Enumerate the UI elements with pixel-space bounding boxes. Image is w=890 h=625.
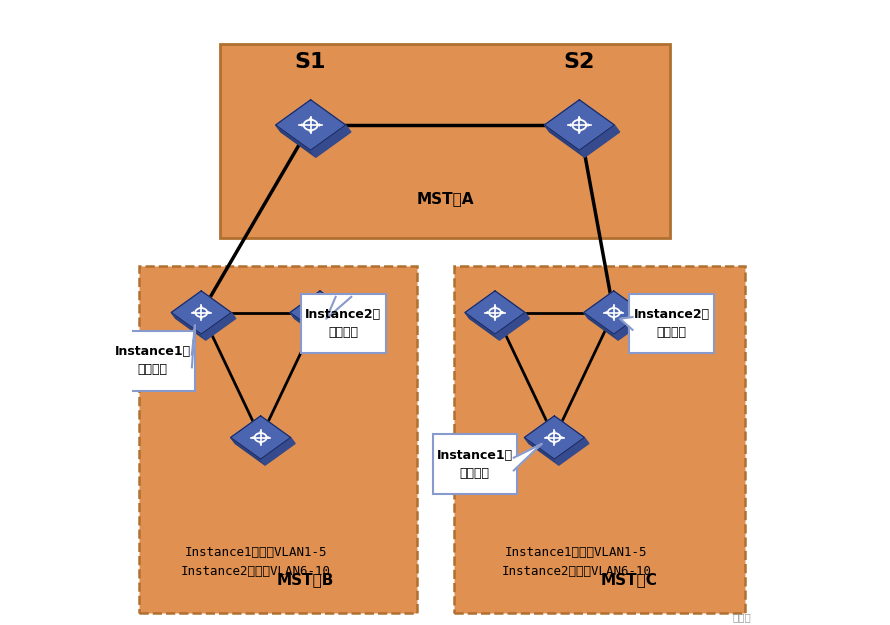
- Text: Instance2的
根交换机: Instance2的 根交换机: [305, 308, 382, 339]
- Polygon shape: [319, 123, 322, 127]
- Text: S2: S2: [563, 52, 595, 72]
- FancyBboxPatch shape: [433, 434, 517, 494]
- Polygon shape: [502, 311, 505, 314]
- Polygon shape: [299, 123, 303, 127]
- Polygon shape: [192, 325, 195, 368]
- FancyBboxPatch shape: [110, 331, 195, 391]
- Polygon shape: [171, 312, 206, 340]
- Polygon shape: [545, 436, 547, 439]
- Text: Instance1：包含VLAN1-5
Instance2：包含VLAN6-10: Instance1：包含VLAN1-5 Instance2：包含VLAN6-10: [501, 546, 651, 578]
- Polygon shape: [620, 311, 623, 314]
- Polygon shape: [327, 311, 329, 314]
- FancyBboxPatch shape: [629, 294, 714, 353]
- Polygon shape: [554, 438, 589, 465]
- Polygon shape: [465, 291, 525, 334]
- Polygon shape: [191, 311, 194, 314]
- Polygon shape: [276, 100, 345, 150]
- Polygon shape: [579, 125, 619, 158]
- Polygon shape: [578, 116, 581, 119]
- Polygon shape: [259, 442, 263, 445]
- Polygon shape: [231, 438, 265, 465]
- Polygon shape: [319, 318, 322, 320]
- Polygon shape: [620, 317, 633, 330]
- Polygon shape: [251, 436, 254, 439]
- Polygon shape: [485, 311, 488, 314]
- Polygon shape: [268, 436, 271, 439]
- Polygon shape: [545, 100, 614, 150]
- Polygon shape: [562, 436, 564, 439]
- Polygon shape: [604, 311, 607, 314]
- Polygon shape: [199, 318, 203, 320]
- Text: MST域B: MST域B: [277, 572, 335, 588]
- Polygon shape: [584, 312, 619, 340]
- Polygon shape: [276, 125, 316, 158]
- Polygon shape: [290, 312, 325, 340]
- Polygon shape: [578, 131, 581, 134]
- Polygon shape: [587, 123, 591, 127]
- Text: MST域A: MST域A: [417, 191, 473, 206]
- Polygon shape: [493, 318, 497, 320]
- Polygon shape: [612, 305, 616, 308]
- Bar: [455, 266, 745, 612]
- Polygon shape: [309, 131, 312, 134]
- Polygon shape: [524, 438, 559, 465]
- Polygon shape: [465, 312, 499, 340]
- Bar: [220, 44, 670, 238]
- Polygon shape: [545, 125, 585, 158]
- Polygon shape: [208, 311, 211, 314]
- Polygon shape: [493, 305, 497, 308]
- Polygon shape: [290, 291, 350, 334]
- Polygon shape: [495, 312, 530, 340]
- Polygon shape: [568, 123, 571, 127]
- Text: Instance1：包含VLAN1-5
Instance2：包含VLAN6-10: Instance1：包含VLAN1-5 Instance2：包含VLAN6-10: [181, 546, 330, 578]
- Polygon shape: [553, 430, 556, 432]
- Polygon shape: [259, 430, 263, 432]
- Text: Instance2的
根交换机: Instance2的 根交换机: [634, 308, 709, 339]
- Bar: [139, 266, 417, 612]
- Polygon shape: [261, 438, 295, 465]
- Polygon shape: [311, 125, 351, 158]
- Polygon shape: [309, 116, 312, 119]
- Text: MST域C: MST域C: [601, 572, 657, 588]
- Polygon shape: [614, 312, 648, 340]
- Polygon shape: [311, 311, 313, 314]
- Text: 亿速云: 亿速云: [732, 612, 751, 622]
- FancyBboxPatch shape: [301, 294, 385, 353]
- Polygon shape: [327, 297, 352, 319]
- Polygon shape: [171, 291, 231, 334]
- Text: Instance1的
根交换机: Instance1的 根交换机: [115, 346, 190, 376]
- Polygon shape: [201, 312, 236, 340]
- Polygon shape: [524, 416, 585, 459]
- Polygon shape: [231, 416, 291, 459]
- Text: Instance1的
根交换机: Instance1的 根交换机: [437, 449, 513, 479]
- Text: S1: S1: [295, 52, 327, 72]
- Polygon shape: [199, 305, 203, 308]
- Polygon shape: [553, 442, 556, 445]
- Polygon shape: [514, 444, 542, 471]
- Polygon shape: [319, 305, 322, 308]
- Polygon shape: [320, 312, 354, 340]
- Polygon shape: [584, 291, 643, 334]
- Polygon shape: [612, 318, 616, 320]
